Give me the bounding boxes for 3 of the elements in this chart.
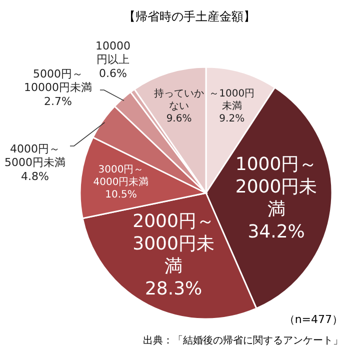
annotation: 出典：「結婚後の帰省に関するアンケート」	[143, 336, 343, 347]
title: 【帰省時の手土産金額】	[124, 9, 256, 24]
annotation: （n=477）	[284, 313, 343, 326]
